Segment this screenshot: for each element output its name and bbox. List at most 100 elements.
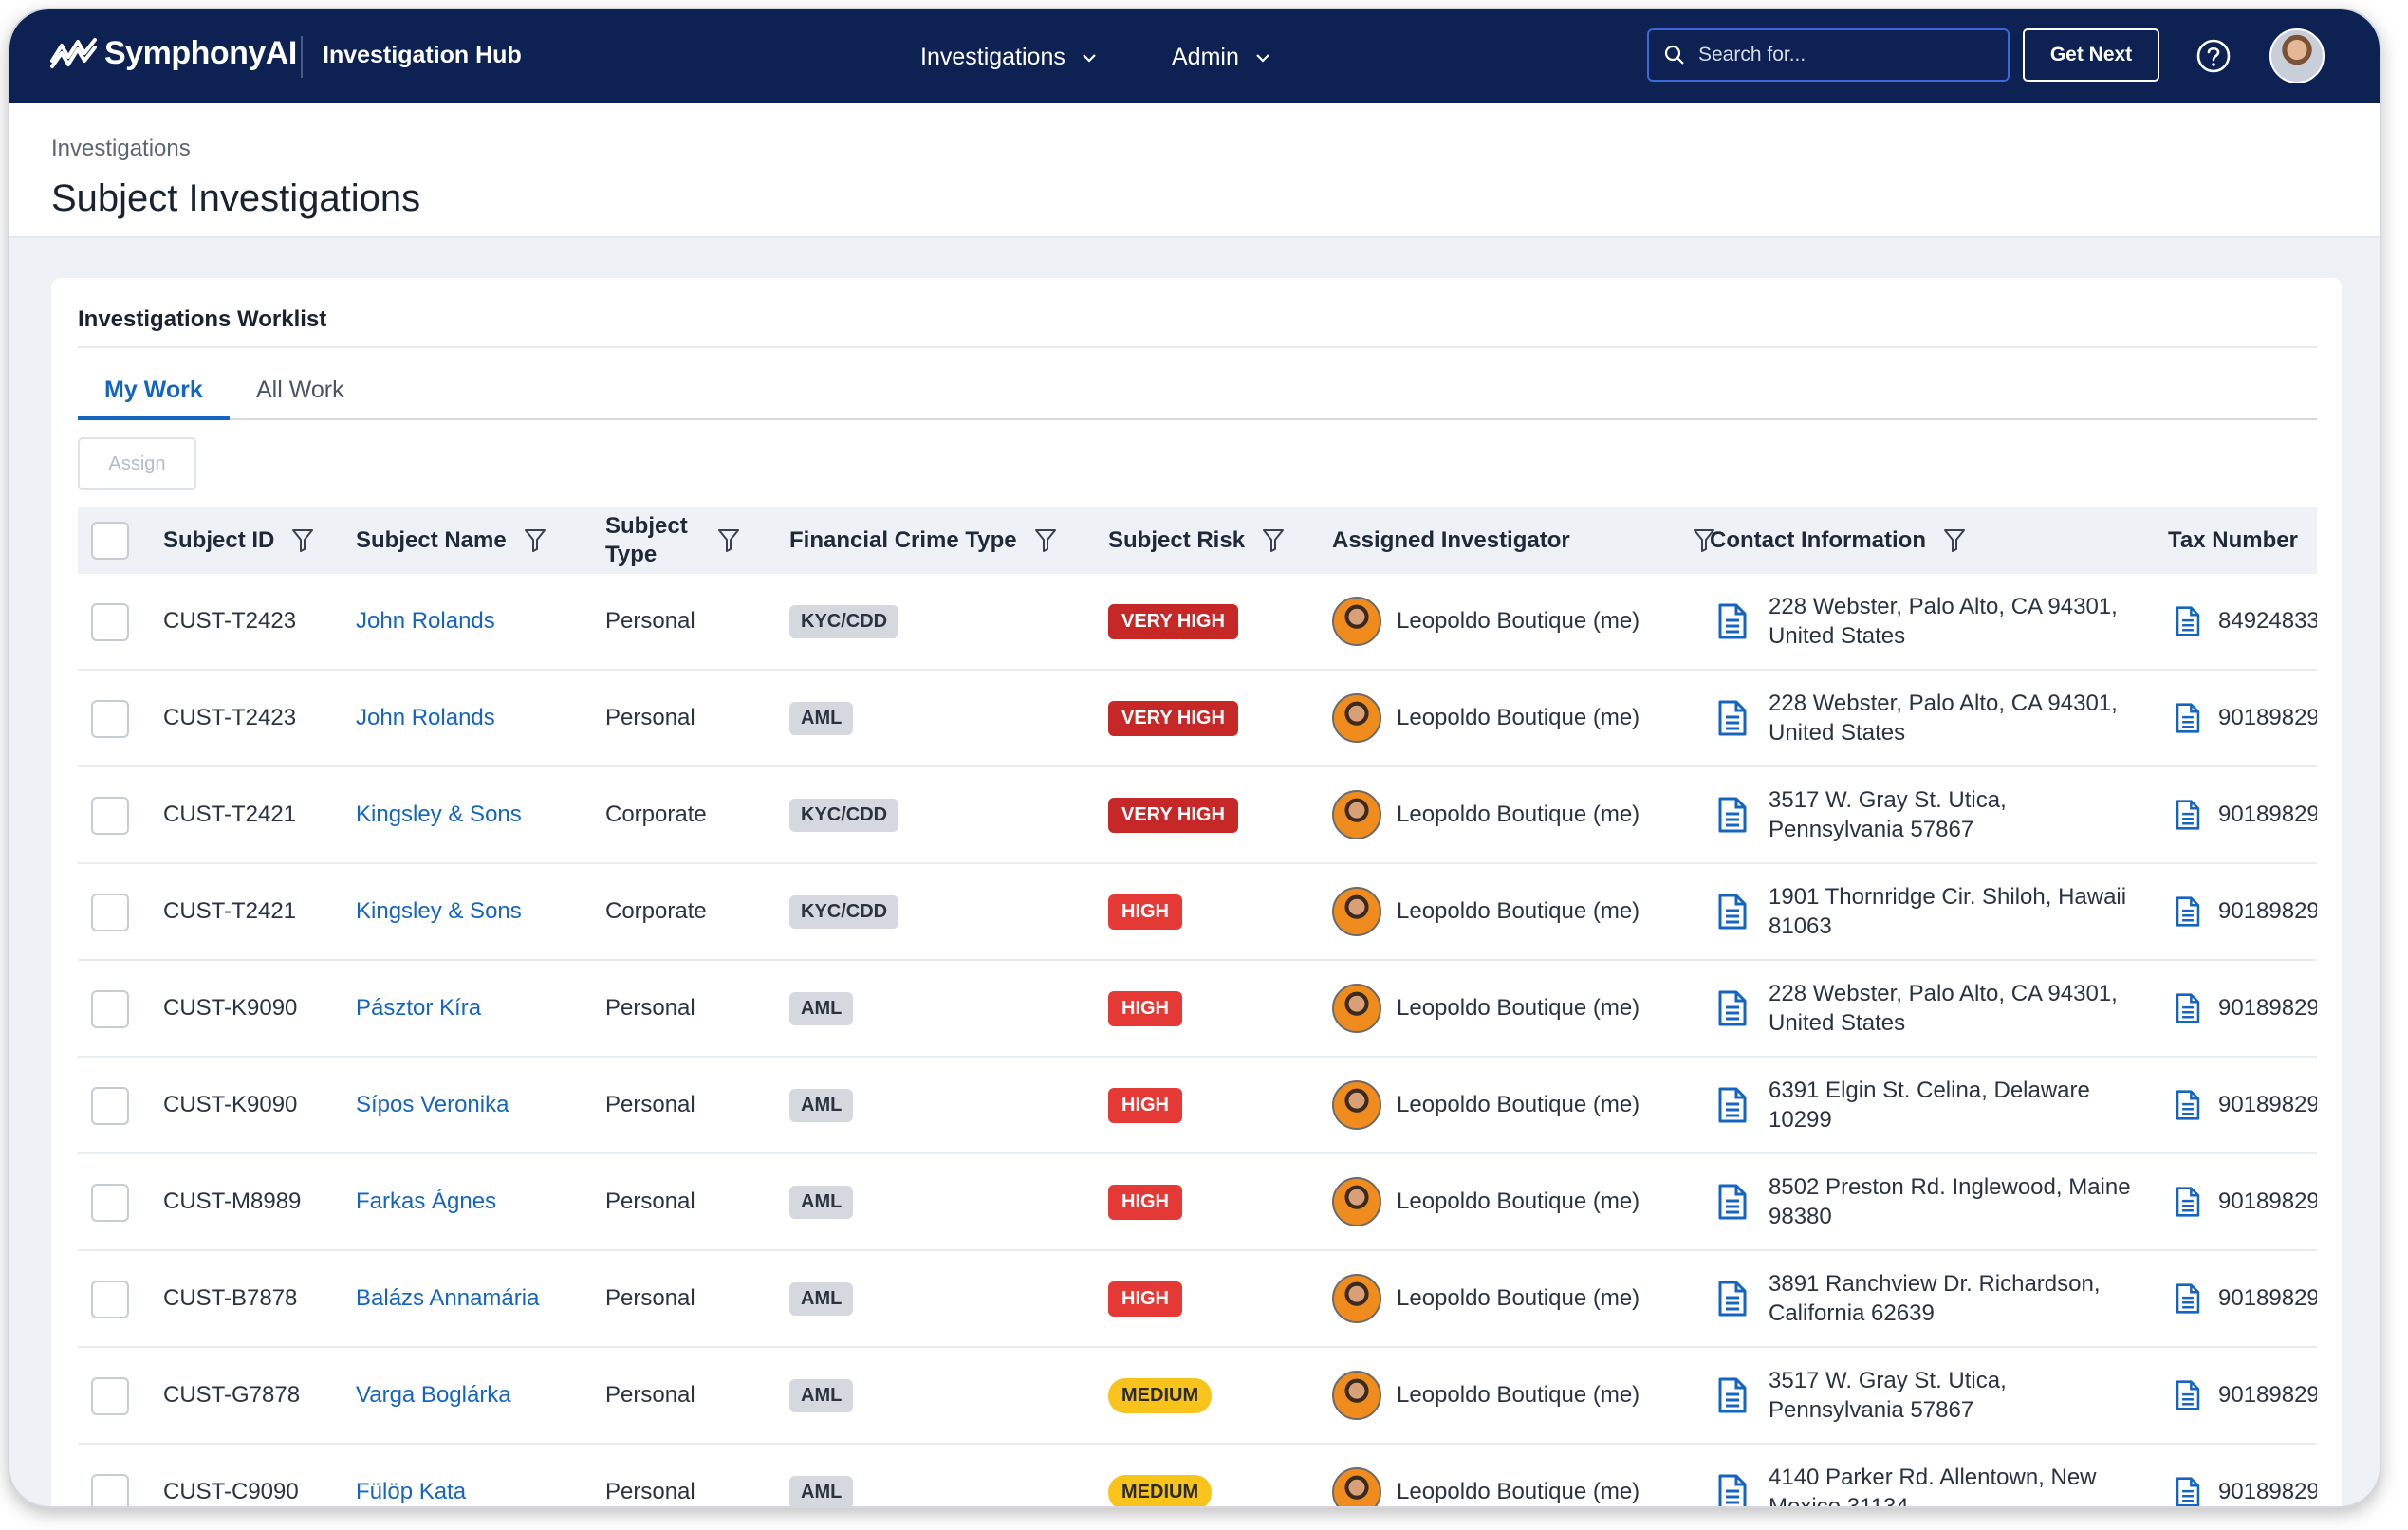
- document-icon[interactable]: [2175, 1283, 2201, 1314]
- subject-name-link[interactable]: Varga Boglárka: [356, 1382, 511, 1408]
- assigned-investigator[interactable]: Leopoldo Boutique (me): [1332, 961, 1639, 1056]
- table-row[interactable]: CUST-G7878 Varga Boglárka Personal AML M…: [78, 1348, 2317, 1445]
- contact-address: 1901 Thornridge Cir. Shiloh, Hawaii 8106…: [1769, 884, 2127, 939]
- column-header-financial-crime-type[interactable]: Financial Crime Type: [789, 507, 1057, 574]
- assigned-investigator[interactable]: Leopoldo Boutique (me): [1332, 864, 1639, 959]
- user-avatar[interactable]: [2269, 28, 2325, 83]
- subject-type: Corporate: [605, 802, 707, 827]
- table-row[interactable]: CUST-T2421 Kingsley & Sons Corporate KYC…: [78, 767, 2317, 864]
- filter-icon[interactable]: [1693, 528, 1715, 553]
- row-checkbox[interactable]: [91, 1184, 129, 1222]
- table-row[interactable]: CUST-M8989 Farkas Ágnes Personal AML HIG…: [78, 1154, 2317, 1251]
- document-icon[interactable]: [1717, 894, 1748, 930]
- contact-information: 1901 Thornridge Cir. Shiloh, Hawaii 8106…: [1717, 864, 2139, 959]
- subject-name-link[interactable]: Sípos Veronika: [356, 1092, 509, 1117]
- tab-all-work[interactable]: All Work: [256, 377, 344, 403]
- subject-name-link[interactable]: Kingsley & Sons: [356, 898, 522, 924]
- document-icon[interactable]: [2175, 800, 2201, 830]
- nav-admin[interactable]: Admin: [1172, 44, 1271, 71]
- assigned-investigator[interactable]: Leopoldo Boutique (me): [1332, 1251, 1639, 1346]
- worklist-card: Investigations Worklist My Work All Work…: [51, 278, 2342, 1508]
- row-checkbox[interactable]: [91, 700, 129, 738]
- subject-name-link[interactable]: Fülöp Kata: [356, 1479, 467, 1504]
- filter-icon[interactable]: [1262, 528, 1285, 553]
- assigned-investigator[interactable]: Leopoldo Boutique (me): [1332, 1348, 1639, 1443]
- row-checkbox[interactable]: [91, 1281, 129, 1318]
- document-icon[interactable]: [1717, 1281, 1748, 1317]
- table-row[interactable]: CUST-K9090 Pásztor Kíra Personal AML HIG…: [78, 961, 2317, 1058]
- search-box[interactable]: [1647, 28, 2010, 82]
- subject-type: Personal: [605, 705, 695, 730]
- subject-type: Personal: [605, 1479, 695, 1504]
- column-header-subject-type[interactable]: Subject Type: [605, 507, 740, 574]
- financial-crime-type-chip: KYC/CDD: [789, 894, 899, 929]
- document-icon[interactable]: [1717, 1377, 1748, 1413]
- document-icon[interactable]: [1717, 1087, 1748, 1123]
- document-icon[interactable]: [2175, 1380, 2201, 1410]
- subject-name-link[interactable]: Pásztor Kíra: [356, 995, 482, 1021]
- subject-name-link[interactable]: Balázs Annamária: [356, 1285, 540, 1311]
- document-icon[interactable]: [1717, 797, 1748, 833]
- help-icon[interactable]: [2195, 38, 2232, 74]
- subject-type: Personal: [605, 1092, 695, 1117]
- assigned-investigator[interactable]: Leopoldo Boutique (me): [1332, 1058, 1639, 1152]
- get-next-button[interactable]: Get Next: [2023, 28, 2159, 82]
- column-header-assigned-investigator[interactable]: Assigned Investigator: [1332, 507, 1715, 574]
- filter-icon[interactable]: [524, 528, 546, 553]
- column-header-contact-information[interactable]: Contact Information: [1710, 507, 1966, 574]
- filter-icon[interactable]: [1034, 528, 1057, 553]
- subject-name-link[interactable]: John Rolands: [356, 608, 495, 634]
- row-checkbox[interactable]: [91, 603, 129, 641]
- row-checkbox[interactable]: [91, 1087, 129, 1125]
- table-row[interactable]: CUST-K9090 Sípos Veronika Personal AML H…: [78, 1058, 2317, 1154]
- filter-icon[interactable]: [717, 528, 740, 553]
- tax-number-value: 90189829: [2218, 1092, 2317, 1117]
- row-checkbox[interactable]: [91, 1377, 129, 1415]
- subject-id: CUST-T2423: [163, 608, 297, 634]
- filter-icon[interactable]: [1943, 528, 1966, 553]
- row-checkbox[interactable]: [91, 797, 129, 835]
- document-icon[interactable]: [2175, 1090, 2201, 1120]
- document-icon[interactable]: [2175, 703, 2201, 733]
- table-row[interactable]: CUST-T2423 John Rolands Personal AML VER…: [78, 671, 2317, 767]
- row-checkbox[interactable]: [91, 990, 129, 1028]
- document-icon[interactable]: [1717, 1474, 1748, 1508]
- document-icon[interactable]: [1717, 700, 1748, 736]
- column-header-subject-id[interactable]: Subject ID: [163, 507, 314, 574]
- select-all-checkbox[interactable]: [91, 522, 129, 560]
- row-checkbox[interactable]: [91, 1474, 129, 1506]
- filter-icon[interactable]: [291, 528, 314, 553]
- document-icon[interactable]: [1717, 1184, 1748, 1220]
- subject-name-link[interactable]: Kingsley & Sons: [356, 802, 522, 827]
- document-icon[interactable]: [2175, 606, 2201, 636]
- table-row[interactable]: CUST-C9090 Fülöp Kata Personal AML MEDIU…: [78, 1445, 2317, 1508]
- assigned-investigator[interactable]: Leopoldo Boutique (me): [1332, 1445, 1640, 1506]
- document-icon[interactable]: [2175, 993, 2201, 1023]
- document-icon[interactable]: [2175, 896, 2201, 927]
- nav-investigations[interactable]: Investigations: [920, 44, 1098, 71]
- document-icon[interactable]: [1717, 990, 1748, 1026]
- document-icon[interactable]: [2175, 1477, 2201, 1507]
- column-header-subject-name[interactable]: Subject Name: [356, 507, 546, 574]
- active-tab-indicator: [78, 416, 230, 420]
- document-icon[interactable]: [1717, 603, 1748, 639]
- brand-logo[interactable]: SymphonyAI: [49, 34, 297, 72]
- row-checkbox[interactable]: [91, 894, 129, 931]
- tab-my-work[interactable]: My Work: [104, 377, 203, 403]
- subject-name-link[interactable]: Farkas Ágnes: [356, 1189, 497, 1214]
- table-row[interactable]: CUST-T2423 John Rolands Personal KYC/CDD…: [78, 574, 2317, 671]
- column-header-tax-number[interactable]: Tax Number: [2168, 507, 2298, 574]
- investigator-name: Leopoldo Boutique (me): [1397, 1479, 1640, 1504]
- assign-button[interactable]: Assign: [78, 437, 196, 490]
- assigned-investigator[interactable]: Leopoldo Boutique (me): [1332, 767, 1639, 862]
- search-input[interactable]: [1698, 44, 1983, 66]
- breadcrumb[interactable]: Investigations: [51, 136, 191, 161]
- table-row[interactable]: CUST-T2421 Kingsley & Sons Corporate KYC…: [78, 864, 2317, 961]
- assigned-investigator[interactable]: Leopoldo Boutique (me): [1332, 574, 1639, 669]
- assigned-investigator[interactable]: Leopoldo Boutique (me): [1332, 1154, 1639, 1249]
- table-row[interactable]: CUST-B7878 Balázs Annamária Personal AML…: [78, 1251, 2317, 1348]
- column-header-subject-risk[interactable]: Subject Risk: [1108, 507, 1285, 574]
- document-icon[interactable]: [2175, 1187, 2201, 1217]
- subject-name-link[interactable]: John Rolands: [356, 705, 495, 730]
- assigned-investigator[interactable]: Leopoldo Boutique (me): [1332, 671, 1639, 765]
